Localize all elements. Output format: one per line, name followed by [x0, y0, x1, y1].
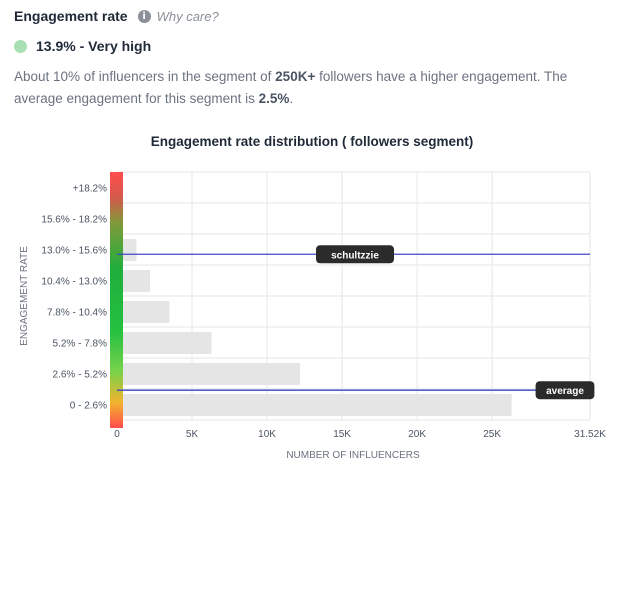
description-text-2: followers have a higher engagement. The … [14, 69, 568, 106]
marker-label-box [316, 245, 394, 264]
x-tick-label: 10K [258, 429, 276, 440]
description-text-3: . [289, 91, 294, 106]
bar [117, 363, 301, 385]
y-tick-label: 2.6% - 5.2% [53, 370, 108, 381]
bar [117, 332, 212, 354]
y-tick-labels: +18.2% 15.6% - 18.2% 13.0% - 15.6% 10.4% - … [41, 184, 107, 412]
y-tick-label: 13.0% - 15.6% [41, 246, 107, 257]
x-tick-label: 20K [408, 429, 426, 440]
marker-label: average [546, 386, 584, 397]
y-tick-label: 0 - 2.6% [70, 401, 107, 412]
section-title: Engagement rate [14, 8, 128, 24]
average-value: 2.5% [258, 91, 290, 106]
x-tick-label: 25K [483, 429, 501, 440]
y-tick-label: 10.4% - 13.0% [41, 277, 107, 288]
bar [117, 394, 512, 416]
y-axis-title: ENGAGEMENT RATE [19, 246, 30, 346]
x-axis-title: NUMBER OF INFLUENCERS [286, 450, 420, 461]
x-tick-label: 15K [333, 429, 351, 440]
x-tick-label: 31.52K [574, 429, 606, 440]
bar [117, 270, 151, 292]
x-tick-labels: 0 5K 10K 15K 20K 25K 31.52K [114, 429, 606, 440]
x-tick-label: 0 [114, 429, 120, 440]
chart-title: Engagement rate distribution ( followers… [151, 134, 474, 149]
rate-gradient-scale [110, 172, 123, 428]
marker-label: schultzzie [331, 250, 379, 261]
segment-value: 250K+ [275, 69, 316, 84]
y-tick-label: 5.2% - 7.8% [53, 339, 108, 350]
chart-grid [116, 171, 591, 421]
marker-lines: schultzzie average [117, 245, 595, 400]
rate-gradient-bar [110, 172, 123, 428]
info-icon[interactable]: i [137, 9, 151, 23]
marker-label-box [535, 381, 595, 400]
engagement-rate-summary: 13.9% - Very high [14, 38, 151, 54]
status-dot [14, 39, 27, 53]
y-tick-label: +18.2% [73, 184, 107, 195]
engagement-rate-value: 13.9% - Very high [36, 38, 152, 54]
engagement-header: Engagement rate i Why care? [14, 8, 219, 24]
x-tick-label: 5K [186, 429, 199, 440]
y-tick-label: 7.8% - 10.4% [47, 308, 107, 319]
bar [117, 301, 170, 323]
bars-group [117, 208, 512, 416]
engagement-description: About 10% of influencers in the segment … [14, 66, 614, 110]
description-text-1: About 10% of influencers in the segment … [14, 69, 276, 84]
why-care-link[interactable]: Why care? [156, 8, 219, 24]
y-tick-label: 15.6% - 18.2% [41, 215, 107, 226]
